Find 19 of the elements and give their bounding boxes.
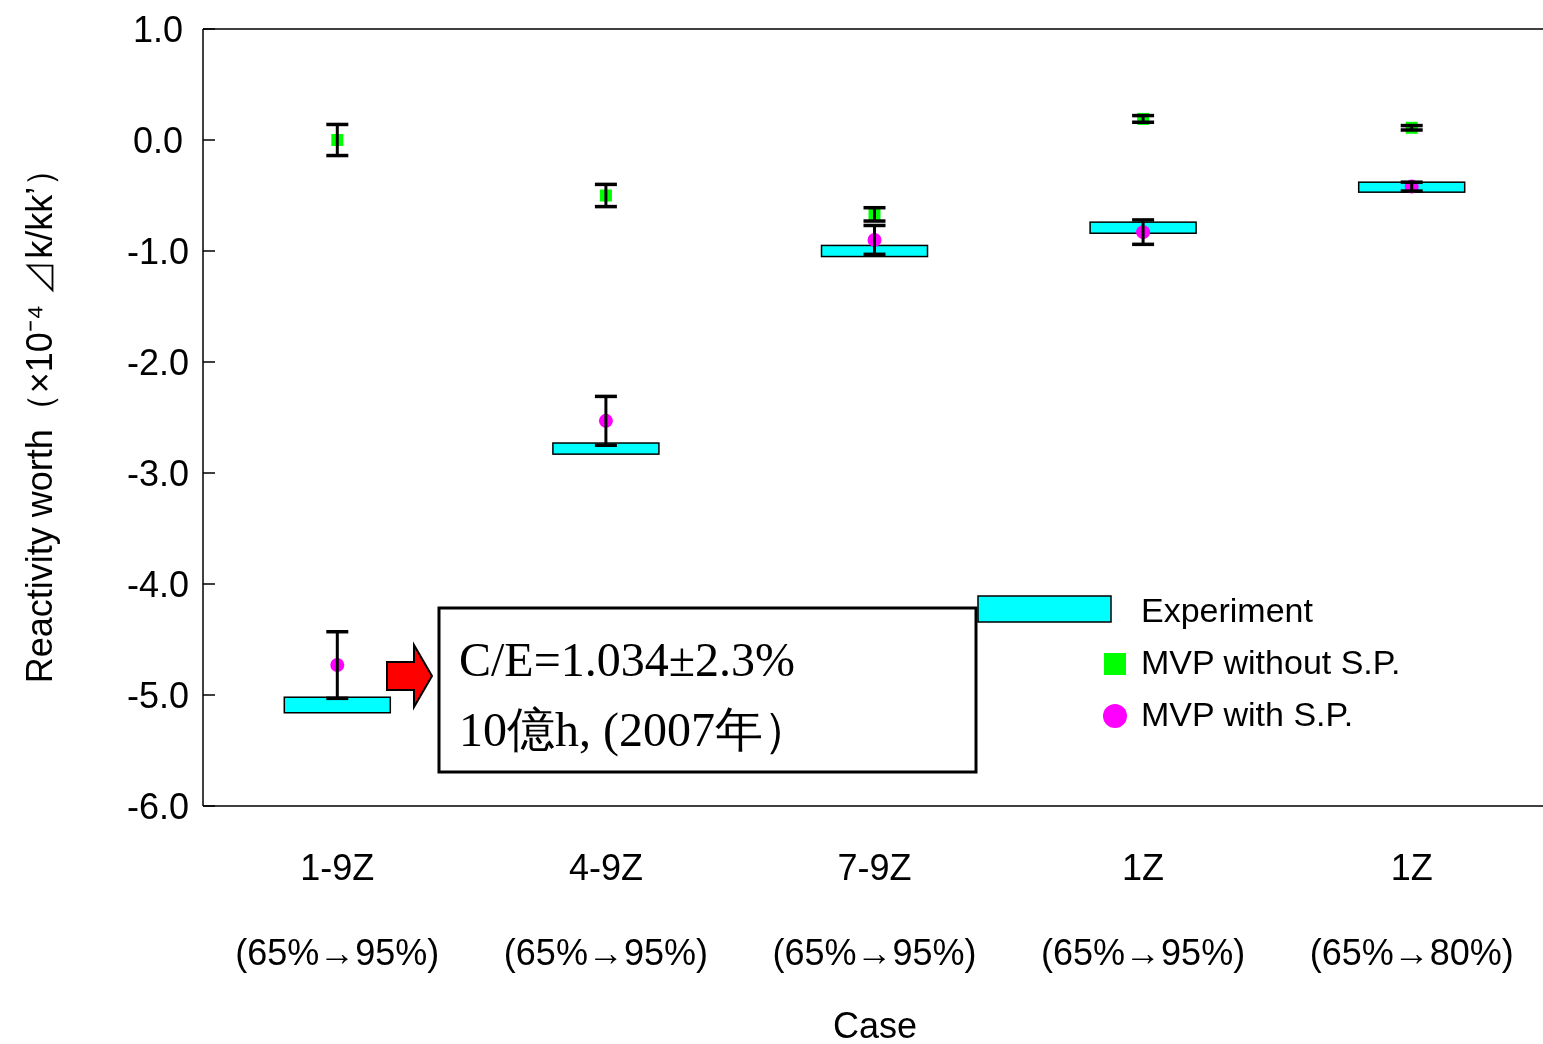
y-tick-label: -2.0	[126, 342, 190, 383]
y-tick-label: 0.0	[132, 120, 184, 161]
y-tick-label: -3.0	[126, 453, 190, 494]
y-tick-label: -5.0	[126, 675, 190, 716]
category-label: 1Z (65%→95%)	[1041, 847, 1246, 973]
category-label: 4-9Z (65%→95%)	[503, 847, 708, 973]
category-label: 1-9Z (65%→95%)	[235, 847, 440, 973]
category-label: 1Z (65%→80%)	[1309, 847, 1514, 973]
y-tick-label: -1.0	[126, 231, 190, 272]
annotation: C/E=1.034±2.3% 10億h, (2007年）	[459, 633, 811, 757]
x-axis-title: Case	[832, 1005, 918, 1044]
y-tick-label: -6.0	[126, 786, 190, 827]
legend-label: Experiment	[1141, 591, 1314, 629]
legend-label: MVP without S.P.	[1141, 643, 1401, 681]
y-tick-label: -4.0	[126, 564, 190, 605]
y-axis-title: Reactivity worth（×10⁻⁴ ⊿k/kk’）	[19, 150, 60, 684]
category-label: 7-9Z (65%→95%)	[772, 847, 977, 973]
y-tick-label: 1.0	[132, 9, 184, 50]
legend-label: MVP with S.P.	[1141, 695, 1354, 733]
